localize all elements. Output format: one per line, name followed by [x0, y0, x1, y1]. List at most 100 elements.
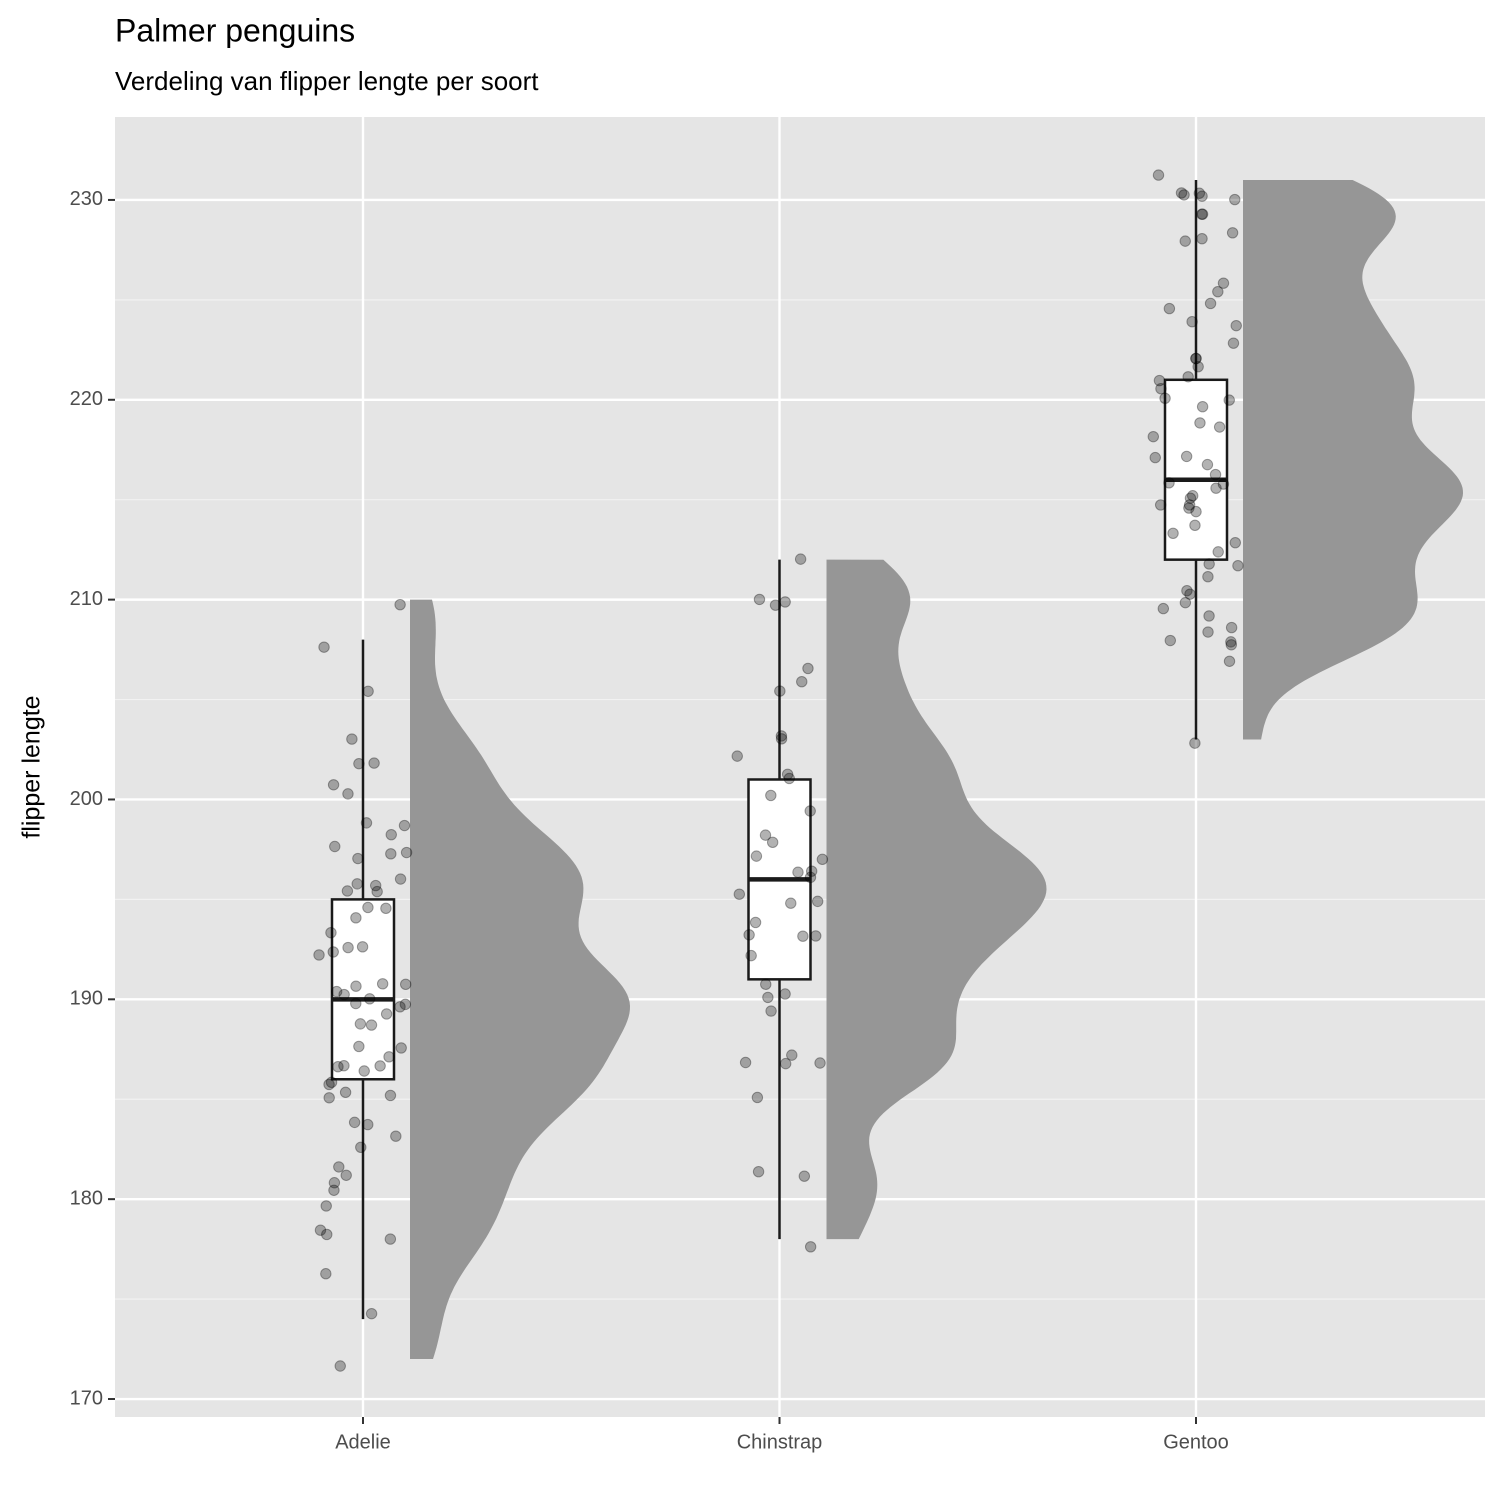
box [330, 898, 396, 1081]
point [779, 596, 791, 608]
point [1202, 571, 1214, 583]
point [348, 1116, 361, 1129]
point [365, 1307, 378, 1320]
point [399, 998, 412, 1011]
point [368, 757, 380, 769]
point [1153, 374, 1166, 387]
point [1179, 235, 1191, 247]
point [775, 730, 788, 742]
point [779, 988, 791, 1000]
point [320, 1200, 332, 1212]
point [394, 873, 407, 885]
point [360, 817, 373, 829]
point [350, 912, 362, 924]
point [1225, 621, 1238, 634]
point [731, 750, 743, 762]
point [340, 1169, 352, 1181]
point [786, 1049, 798, 1061]
point [1190, 505, 1202, 518]
point [1203, 610, 1215, 622]
point [1209, 468, 1222, 481]
point [796, 676, 808, 688]
point [1196, 190, 1208, 202]
point [1225, 636, 1237, 648]
point [1194, 417, 1206, 429]
point [1229, 193, 1241, 206]
point [354, 1018, 367, 1030]
chart-subtitle: Verdeling van flipper lengte per soort [115, 66, 539, 96]
point [802, 662, 814, 675]
point [1210, 482, 1222, 494]
point [745, 949, 757, 962]
y-tick-label: 170 [70, 1387, 103, 1409]
point [1186, 490, 1199, 502]
point [384, 1233, 397, 1245]
point [314, 1224, 327, 1236]
point [333, 1161, 345, 1173]
point [358, 1065, 370, 1077]
y-tick-label: 210 [70, 588, 103, 610]
point [805, 865, 818, 877]
point [794, 553, 807, 565]
point [376, 978, 389, 990]
point [1182, 371, 1194, 383]
point [759, 829, 772, 841]
point [1223, 655, 1236, 667]
point [394, 1001, 406, 1013]
point [792, 866, 804, 878]
point [338, 1059, 350, 1072]
chart-title: Palmer penguins [115, 12, 355, 48]
point [330, 985, 343, 998]
point [1179, 596, 1192, 609]
point [1184, 588, 1196, 600]
point [329, 840, 341, 853]
point [351, 878, 363, 890]
y-tick-label: 190 [70, 988, 103, 1010]
point [320, 1268, 332, 1280]
point [380, 902, 392, 915]
point [798, 1170, 811, 1182]
point [1163, 477, 1175, 489]
box [1163, 378, 1229, 561]
point [328, 1184, 340, 1196]
point [811, 895, 824, 908]
point [1180, 450, 1193, 463]
point [760, 978, 772, 991]
point [353, 1040, 365, 1053]
point [390, 1130, 402, 1142]
point [785, 897, 797, 909]
point [1196, 208, 1209, 220]
point [346, 733, 358, 745]
point [1201, 458, 1214, 471]
point [1192, 360, 1204, 373]
density [826, 559, 1047, 1240]
point [1183, 502, 1195, 514]
point [1230, 319, 1242, 332]
x-tick-label: Adelie [335, 1431, 391, 1453]
point [814, 1057, 826, 1069]
point [398, 819, 411, 832]
point [313, 949, 325, 961]
point [362, 685, 374, 697]
point [1155, 382, 1167, 395]
point [733, 888, 746, 900]
point [385, 828, 397, 841]
y-axis-title: flipper lengte [18, 695, 46, 838]
point [1212, 285, 1224, 298]
point [1178, 189, 1190, 201]
point [1154, 499, 1167, 511]
point [1189, 519, 1201, 532]
point [342, 941, 354, 954]
point [775, 733, 788, 745]
point [323, 1092, 335, 1104]
point [1164, 634, 1177, 647]
point [1202, 626, 1214, 638]
point [1152, 169, 1165, 181]
point [363, 993, 376, 1005]
point [743, 929, 755, 941]
point [797, 930, 809, 942]
point [334, 1360, 346, 1372]
point [380, 1008, 393, 1020]
point [362, 1118, 374, 1131]
point [395, 1042, 407, 1054]
